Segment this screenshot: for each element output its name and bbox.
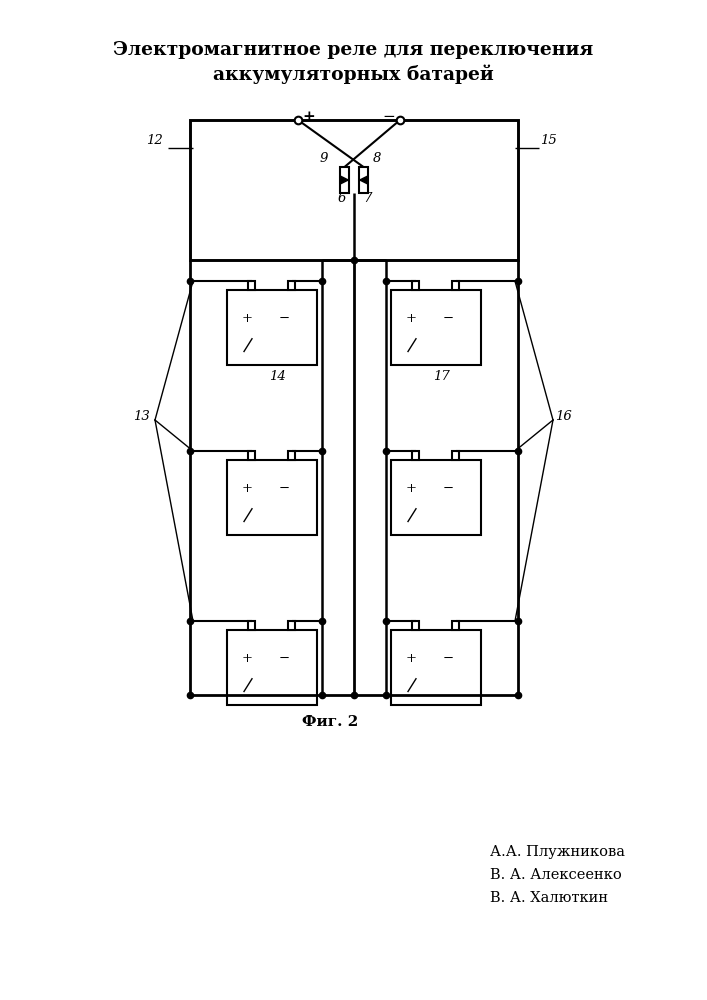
Bar [412,281,419,290]
Text: Электромагнитное реле для переключения: Электромагнитное реле для переключения [113,41,593,59]
Text: −: − [443,482,454,495]
Bar [227,460,317,535]
Text: −: − [279,652,290,665]
Bar [248,281,255,290]
Text: 7: 7 [364,192,372,205]
Text: В. А. Халюткин: В. А. Халюткин [490,891,608,905]
Text: +: + [242,482,252,495]
Text: аккумуляторных батарей: аккумуляторных батарей [213,64,493,84]
Text: 17: 17 [433,370,450,383]
Text: 6: 6 [338,192,346,205]
Text: −: − [279,312,290,325]
Text: +: + [242,312,252,325]
Text: +: + [406,312,416,325]
Text: А.А. Плужникова: А.А. Плужникова [490,845,625,859]
Text: В. А. Алексеенко: В. А. Алексеенко [490,868,621,882]
Text: −: − [382,110,395,124]
Text: 15: 15 [540,134,556,147]
Bar [288,621,296,630]
Bar [248,621,255,630]
Text: 12: 12 [146,134,163,147]
Text: −: − [279,482,290,495]
Text: 9: 9 [320,152,328,165]
Bar [391,290,481,365]
Text: 13: 13 [133,410,150,423]
Text: 16: 16 [555,410,572,423]
Bar [227,630,317,705]
Bar [452,451,460,460]
Text: Фиг. 2: Фиг. 2 [302,715,358,729]
Text: 14: 14 [269,370,286,383]
Text: +: + [242,652,252,665]
Bar [340,167,349,193]
Bar [248,451,255,460]
Bar [359,167,368,193]
Bar [227,290,317,365]
Text: +: + [303,110,315,124]
Bar [452,281,460,290]
Text: 8: 8 [373,152,381,165]
Bar [288,451,296,460]
Bar [452,621,460,630]
Bar [288,281,296,290]
Bar [412,451,419,460]
Polygon shape [341,176,349,184]
Bar [391,630,481,705]
Bar [412,621,419,630]
Text: +: + [406,482,416,495]
Text: −: − [443,652,454,665]
Bar [190,120,518,260]
Text: −: − [443,312,454,325]
Bar [391,460,481,535]
Text: +: + [406,652,416,665]
Polygon shape [360,176,367,184]
